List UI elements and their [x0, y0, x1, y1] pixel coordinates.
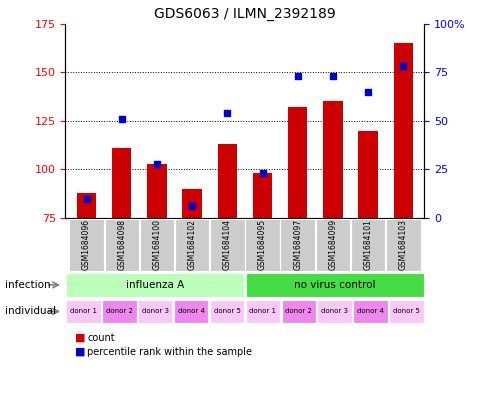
FancyBboxPatch shape: [139, 219, 174, 271]
Point: [398, 63, 406, 70]
FancyBboxPatch shape: [245, 273, 423, 297]
Text: individual: individual: [5, 307, 56, 316]
FancyBboxPatch shape: [66, 273, 244, 297]
Text: infection: infection: [5, 280, 50, 290]
Text: ■: ■: [75, 347, 86, 357]
Text: donor 1: donor 1: [249, 309, 276, 314]
Text: GSM1684095: GSM1684095: [257, 219, 267, 270]
Bar: [287, 107, 307, 218]
Text: GSM1684099: GSM1684099: [328, 219, 337, 270]
Text: GSM1684103: GSM1684103: [398, 219, 407, 270]
FancyBboxPatch shape: [388, 300, 423, 323]
Text: GSM1684100: GSM1684100: [152, 219, 161, 270]
Text: donor 5: donor 5: [392, 309, 419, 314]
Point: [153, 160, 161, 167]
Bar: [182, 189, 201, 218]
Text: percentile rank within the sample: percentile rank within the sample: [87, 347, 252, 357]
FancyBboxPatch shape: [209, 300, 244, 323]
FancyBboxPatch shape: [210, 219, 244, 271]
Text: ■: ■: [75, 333, 86, 343]
Text: donor 3: donor 3: [320, 309, 348, 314]
Point: [188, 203, 196, 209]
Bar: [393, 43, 412, 218]
FancyBboxPatch shape: [350, 219, 384, 271]
Bar: [147, 163, 166, 218]
Text: influenza A: influenza A: [126, 280, 184, 290]
Point: [293, 73, 301, 79]
FancyBboxPatch shape: [315, 219, 349, 271]
Point: [83, 196, 91, 202]
Title: GDS6063 / ILMN_2392189: GDS6063 / ILMN_2392189: [154, 7, 335, 21]
Bar: [358, 130, 377, 218]
Point: [363, 88, 371, 95]
Text: donor 2: donor 2: [285, 309, 312, 314]
FancyBboxPatch shape: [245, 300, 280, 323]
Bar: [77, 193, 96, 218]
Text: donor 4: donor 4: [177, 309, 204, 314]
Text: count: count: [87, 333, 115, 343]
FancyBboxPatch shape: [175, 219, 209, 271]
Bar: [322, 101, 342, 218]
Point: [258, 170, 266, 176]
Point: [328, 73, 336, 79]
FancyBboxPatch shape: [173, 300, 208, 323]
Text: donor 4: donor 4: [356, 309, 383, 314]
FancyBboxPatch shape: [66, 300, 101, 323]
FancyBboxPatch shape: [280, 219, 314, 271]
FancyBboxPatch shape: [352, 300, 387, 323]
Text: no virus control: no virus control: [293, 280, 375, 290]
Text: donor 5: donor 5: [213, 309, 240, 314]
Text: GSM1684104: GSM1684104: [222, 219, 231, 270]
FancyBboxPatch shape: [281, 300, 316, 323]
FancyBboxPatch shape: [317, 300, 351, 323]
FancyBboxPatch shape: [385, 219, 420, 271]
Text: GSM1684097: GSM1684097: [293, 219, 302, 270]
Bar: [217, 144, 237, 218]
Point: [118, 116, 125, 122]
FancyBboxPatch shape: [102, 300, 136, 323]
Text: donor 3: donor 3: [141, 309, 168, 314]
FancyBboxPatch shape: [245, 219, 279, 271]
Bar: [112, 148, 131, 218]
Text: GSM1684096: GSM1684096: [82, 219, 91, 270]
Text: GSM1684102: GSM1684102: [187, 219, 196, 270]
FancyBboxPatch shape: [105, 219, 139, 271]
Bar: [252, 173, 272, 218]
Text: GSM1684098: GSM1684098: [117, 219, 126, 270]
Text: donor 2: donor 2: [106, 309, 133, 314]
Point: [223, 110, 231, 116]
FancyBboxPatch shape: [69, 219, 104, 271]
FancyBboxPatch shape: [137, 300, 172, 323]
Text: GSM1684101: GSM1684101: [363, 219, 372, 270]
Text: donor 1: donor 1: [70, 309, 97, 314]
